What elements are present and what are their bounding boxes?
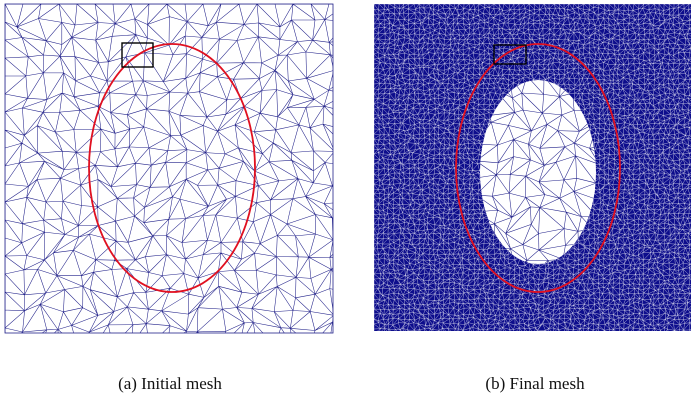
figure: (a) Initial mesh (b) Final mesh (0, 0, 695, 402)
mesh-frame (5, 4, 333, 333)
coarse-region (480, 80, 596, 264)
caption: (b) Final mesh (485, 374, 585, 393)
panel-b: (b) Final mesh (374, 4, 694, 393)
caption: (a) Initial mesh (118, 374, 222, 393)
panel-a: (a) Initial mesh (5, 4, 347, 393)
